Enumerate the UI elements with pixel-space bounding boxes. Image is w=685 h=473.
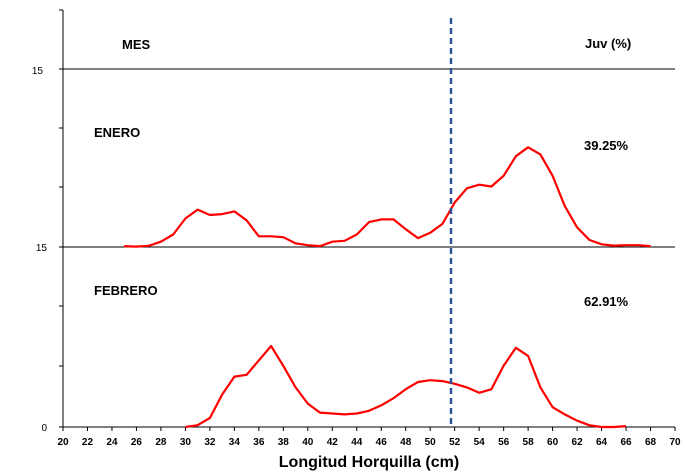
series-line-febrero <box>185 344 627 429</box>
x-tick-label: 52 <box>449 437 461 448</box>
x-tick-label: 48 <box>400 437 412 448</box>
x-tick-label: 54 <box>474 437 486 448</box>
plot-area <box>62 10 675 428</box>
header-juv-label: Juv (%) <box>585 36 631 51</box>
header-mes-label: MES <box>122 37 151 52</box>
x-tick-label: 70 <box>669 437 681 448</box>
x-tick-label: 62 <box>572 437 584 448</box>
panel-label-enero: ENERO <box>94 125 140 140</box>
x-tick-label: 34 <box>229 437 241 448</box>
x-tick-label: 58 <box>523 437 535 448</box>
x-tick-label: 30 <box>180 437 192 448</box>
x-tick-label: 40 <box>302 437 314 448</box>
x-tick-label: 22 <box>82 437 94 448</box>
x-tick-label: 26 <box>131 437 143 448</box>
x-tick-label: 64 <box>596 437 608 448</box>
juv-percent-enero: 39.25% <box>584 138 629 153</box>
x-tick-label: 20 <box>57 437 69 448</box>
x-tick-label: 60 <box>547 437 559 448</box>
x-tick-label: 44 <box>351 437 363 448</box>
series-line-enero <box>124 146 651 248</box>
x-tick-label: 38 <box>278 437 290 448</box>
x-tick-label: 36 <box>253 437 265 448</box>
x-axis-title: Longitud Horquilla (cm) <box>279 454 459 471</box>
y-ticks: 0 15 15 <box>32 9 63 434</box>
x-tick-label: 28 <box>155 437 167 448</box>
juv-percent-febrero: 62.91% <box>584 294 629 309</box>
y-tick-label: 15 <box>32 66 44 77</box>
x-ticks: 20 22 24 26 28 30 32 34 36 38 40 42 44 46 48 50 52 54 56 58… <box>57 427 681 448</box>
x-tick-label: 50 <box>425 437 437 448</box>
y-tick-label: 15 <box>36 243 48 254</box>
x-tick-label: 42 <box>327 437 339 448</box>
x-tick-label: 66 <box>620 437 632 448</box>
y-tick-label: 0 <box>41 423 47 434</box>
panel-label-febrero: FEBRERO <box>94 283 158 298</box>
x-tick-label: 46 <box>376 437 388 448</box>
x-tick-label: 56 <box>498 437 510 448</box>
x-tick-label: 24 <box>106 437 118 448</box>
x-tick-label: 32 <box>204 437 216 448</box>
x-tick-label: 68 <box>645 437 657 448</box>
